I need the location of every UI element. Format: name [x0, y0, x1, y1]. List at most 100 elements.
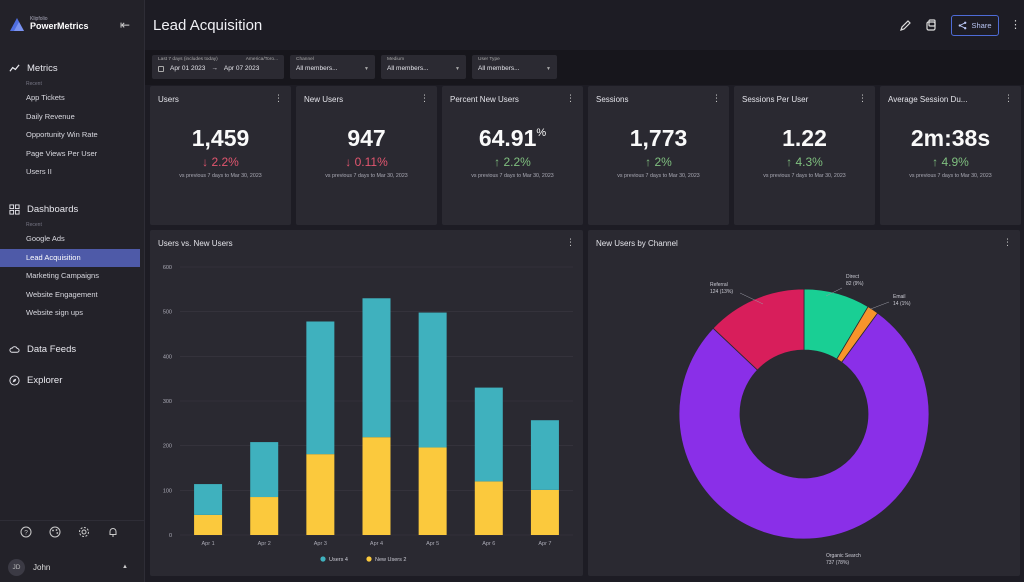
users-vs-new-users-card: Users vs. New Users ⋮ 0 100 200 300 400 500 60…	[150, 230, 583, 576]
nav-data-feeds-section: Data Feeds	[0, 340, 145, 358]
caret-up-icon[interactable]: ▲	[122, 564, 128, 570]
powermetrics-logo-icon	[10, 18, 24, 31]
nav-dashboard-item-active[interactable]: Lead Acquisition	[0, 248, 140, 268]
edit-pencil-icon[interactable]	[899, 18, 913, 32]
legend-label-new-users: New Users 2	[375, 557, 406, 563]
nav-dashboards[interactable]: Dashboards	[0, 200, 145, 218]
nav-metric-item[interactable]: Daily Revenue	[26, 111, 75, 121]
chevron-down-icon: ▼	[364, 66, 369, 72]
logo-big-text: PowerMetrics	[30, 21, 89, 31]
metrics-recent-label: Recent	[26, 81, 42, 87]
kpi-card[interactable]: Users ⋮ 1,459 ↓ 2.2% vs previous 7 days …	[150, 86, 291, 225]
card-more-icon[interactable]: ⋮	[274, 93, 283, 103]
card-more-icon[interactable]: ⋮	[1004, 93, 1013, 103]
nav-metric-item[interactable]: Opportunity Win Rate	[26, 130, 98, 140]
nav-metric-item[interactable]: Page Views Per User	[26, 148, 98, 158]
compass-icon	[9, 374, 20, 386]
card-more-icon[interactable]: ⋮	[566, 237, 575, 247]
nav-explorer-label: Explorer	[27, 374, 63, 386]
kpi-comparison-note: vs previous 7 days to Mar 30, 2023	[617, 173, 700, 179]
pie-label-value: 14 (1%)	[893, 301, 911, 307]
date-end: Apr 07 2023	[223, 65, 260, 72]
date-range-filter[interactable]: Last 7 days (includes today) America/Tor…	[152, 55, 284, 79]
kpi-card[interactable]: Average Session Du... ⋮ 2m:38s ↑ 4.9% vs…	[880, 86, 1021, 225]
pie-label-name: Organic Search	[826, 553, 861, 559]
sidebar: Klipfolio PowerMetrics ⇤ Metrics Recent …	[0, 0, 145, 582]
nav-explorer[interactable]: Explorer	[0, 371, 145, 389]
nav-dashboard-item[interactable]: Website Engagement	[26, 289, 98, 299]
date-filter-timezone: America/Toro...	[245, 57, 278, 62]
y-tick-label: 300	[163, 399, 172, 405]
bell-icon[interactable]	[107, 525, 119, 537]
nav-metrics[interactable]: Metrics	[0, 59, 145, 77]
kpi-card[interactable]: New Users ⋮ 947 ↓ 0.11% vs previous 7 da…	[296, 86, 437, 225]
help-icon[interactable]: ?	[20, 525, 32, 538]
card-more-icon[interactable]: ⋮	[420, 93, 429, 103]
channel-filter[interactable]: Channel All members... ▼	[290, 55, 375, 79]
user-menu[interactable]: JD John	[8, 559, 50, 576]
kpi-comparison-note: vs previous 7 days to Mar 30, 2023	[763, 173, 846, 179]
kpi-comparison-note: vs previous 7 days to Mar 30, 2023	[471, 173, 554, 179]
kpi-card[interactable]: Sessions ⋮ 1,773 ↑ 2% vs previous 7 days…	[588, 86, 729, 225]
user-type-filter-label: User Type	[478, 57, 500, 62]
bar-new-users	[530, 489, 559, 535]
svg-text:?: ?	[24, 529, 28, 536]
sidebar-footer: ? JD John ▲	[0, 520, 145, 582]
user-type-filter-value: All members...	[478, 65, 520, 72]
y-tick-label: 500	[163, 310, 172, 316]
card-more-icon[interactable]: ⋮	[858, 93, 867, 103]
copy-icon[interactable]	[924, 18, 938, 32]
kpi-card[interactable]: Percent New Users ⋮ 64.91% ↑ 2.2% vs pre…	[442, 86, 583, 225]
card-more-icon[interactable]: ⋮	[566, 93, 575, 103]
share-label: Share	[971, 21, 992, 30]
kpi-comparison-note: vs previous 7 days to Mar 30, 2023	[909, 173, 992, 179]
nav-metric-item[interactable]: App Tickets	[26, 93, 65, 102]
bar-new-users	[362, 437, 391, 535]
kpi-comparison-note: vs previous 7 days to Mar 30, 2023	[179, 173, 262, 179]
gear-icon[interactable]	[78, 525, 90, 537]
nav-dashboard-item[interactable]: Marketing Campaigns	[26, 271, 99, 281]
kpi-title: Sessions Per User	[742, 95, 809, 104]
bar-new-users	[250, 497, 279, 535]
pie-leader-line	[739, 292, 764, 305]
donut-slice	[712, 288, 805, 371]
donut-slice	[678, 312, 930, 540]
filter-bar: Last 7 days (includes today) America/Tor…	[145, 50, 1024, 85]
medium-filter[interactable]: Medium All members... ▼	[381, 55, 466, 79]
nav-metric-item[interactable]: Users II	[26, 167, 52, 177]
app-logo[interactable]: Klipfolio PowerMetrics	[9, 16, 89, 32]
bar-users	[474, 387, 503, 482]
pie-label-value: 737 (78%)	[826, 560, 849, 566]
bar-chart: 0 100 200 300 400 500 600 Apr 1 Apr 2 Apr 3 Apr 4 A…	[163, 265, 573, 563]
kpi-value-number: 64.91	[478, 125, 537, 151]
bar-users	[250, 442, 279, 498]
nav-dashboards-label: Dashboards	[27, 203, 79, 215]
collapse-sidebar-icon[interactable]: ⇤	[119, 18, 131, 32]
share-button[interactable]: Share	[951, 15, 999, 36]
kpi-card[interactable]: Sessions Per User ⋮ 1.22 ↑ 4.3% vs previ…	[734, 86, 875, 225]
chevron-down-icon: ▼	[455, 66, 460, 72]
channel-filter-value: All members...	[296, 65, 338, 72]
nav-dashboard-item[interactable]: Google Ads	[26, 234, 65, 243]
kpi-title: Percent New Users	[450, 95, 519, 104]
bar-chart-title: Users vs. New Users	[158, 239, 233, 248]
more-options-icon[interactable]: ⋮	[1010, 19, 1021, 31]
card-more-icon[interactable]: ⋮	[1003, 237, 1012, 247]
kpi-delta: ↓ 2.2%	[202, 155, 239, 169]
nav-data-feeds[interactable]: Data Feeds	[0, 340, 145, 358]
x-tick-label: Apr 1	[201, 541, 214, 547]
legend-label-users: Users 4	[329, 557, 348, 563]
kpi-title: Sessions	[596, 95, 629, 104]
x-tick-label: Apr 3	[314, 541, 327, 547]
user-type-filter[interactable]: User Type All members... ▼	[472, 55, 557, 79]
logo-small-text: Klipfolio	[30, 16, 48, 22]
trend-icon	[9, 63, 20, 72]
pie-leader-line	[825, 287, 843, 297]
nav-dashboards-section: Dashboards Recent Google Ads Lead Acquis…	[0, 200, 145, 323]
nav-dashboard-item[interactable]: Website sign ups	[26, 308, 83, 318]
user-name: John	[33, 563, 51, 572]
palette-icon[interactable]	[49, 525, 61, 538]
card-more-icon[interactable]: ⋮	[712, 93, 721, 103]
bar-users	[306, 321, 335, 455]
kpi-delta: ↑ 2%	[645, 155, 672, 169]
